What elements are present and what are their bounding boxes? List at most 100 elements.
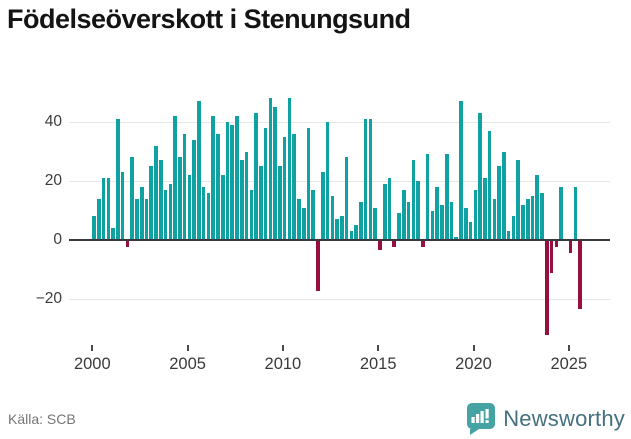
bar — [392, 241, 397, 247]
y-axis-label: 40 — [44, 113, 62, 130]
bar — [473, 189, 478, 240]
bar — [335, 219, 339, 240]
bar — [463, 207, 468, 240]
bar — [502, 151, 506, 240]
bar — [259, 166, 263, 240]
bar — [344, 157, 349, 240]
bar — [168, 183, 173, 240]
bar — [554, 241, 559, 247]
bar — [397, 213, 401, 240]
bar — [325, 122, 330, 240]
bar — [359, 201, 363, 240]
bar — [254, 113, 258, 240]
source-label: Källa: SCB — [8, 411, 76, 427]
bar — [435, 186, 439, 240]
bar — [139, 186, 144, 240]
x-axis-tick — [281, 345, 284, 351]
bar — [263, 127, 268, 240]
bar — [178, 157, 182, 240]
x-axis-tick — [472, 345, 475, 351]
bar — [349, 231, 354, 240]
bar — [216, 133, 220, 240]
bar — [506, 231, 511, 240]
bar — [120, 172, 125, 240]
bar — [111, 228, 115, 240]
bar — [301, 207, 306, 240]
bar — [154, 145, 158, 240]
bar — [483, 178, 487, 240]
bar — [368, 119, 373, 240]
bar — [578, 241, 582, 309]
bar — [402, 189, 406, 240]
bar — [306, 127, 311, 240]
bar — [459, 101, 463, 240]
bar — [187, 175, 192, 240]
bar — [321, 172, 325, 240]
bar — [478, 113, 482, 240]
bar — [197, 101, 201, 240]
bar — [525, 198, 530, 240]
bar — [373, 207, 378, 240]
bar — [92, 216, 96, 240]
gridline-y-20 — [69, 181, 610, 182]
bar — [116, 119, 120, 240]
bar — [440, 204, 444, 240]
bar — [363, 119, 368, 240]
y-axis-label: −20 — [35, 290, 62, 307]
bar — [316, 241, 320, 292]
bar — [540, 192, 544, 240]
bar — [130, 157, 134, 240]
bar — [468, 222, 473, 240]
bar — [149, 166, 154, 240]
bar — [559, 186, 563, 240]
x-axis-tick — [91, 345, 94, 351]
bar — [97, 198, 101, 240]
bar — [287, 98, 292, 240]
x-axis-tick — [567, 345, 570, 351]
bar — [535, 175, 540, 240]
bar — [421, 241, 425, 247]
bar — [311, 189, 316, 240]
x-axis-tick — [377, 345, 380, 351]
bar — [340, 216, 344, 240]
bar — [354, 225, 358, 240]
bar — [521, 204, 525, 240]
bar — [497, 166, 501, 240]
bar — [159, 160, 163, 240]
bar — [244, 151, 249, 240]
newsworthy-wordmark: Newsworthy — [503, 406, 625, 431]
bar — [206, 192, 211, 240]
bar — [454, 237, 459, 240]
bar — [516, 160, 520, 240]
bar — [387, 178, 392, 240]
bar — [101, 178, 106, 240]
bar — [220, 175, 225, 240]
bar — [487, 130, 492, 240]
bar — [430, 210, 435, 240]
gridline-y-40 — [69, 122, 610, 123]
bar — [235, 116, 239, 240]
bar — [192, 139, 196, 240]
bar — [449, 201, 454, 240]
bar — [173, 116, 177, 240]
bar — [416, 181, 420, 240]
bar — [297, 198, 301, 240]
bar — [330, 195, 335, 240]
bar — [444, 154, 449, 240]
bar — [182, 133, 187, 240]
bar — [282, 136, 287, 240]
y-axis-label: 0 — [53, 231, 62, 248]
bar — [511, 216, 516, 240]
x-axis-label: 2015 — [359, 355, 397, 373]
bar — [201, 186, 206, 240]
bar — [225, 122, 230, 240]
bar — [292, 133, 297, 240]
gridline-y--20 — [69, 299, 610, 300]
bar — [378, 241, 382, 250]
bar — [530, 195, 535, 240]
bar — [273, 107, 277, 240]
x-axis-label: 2010 — [264, 355, 302, 373]
y-axis-label: 20 — [44, 172, 62, 189]
